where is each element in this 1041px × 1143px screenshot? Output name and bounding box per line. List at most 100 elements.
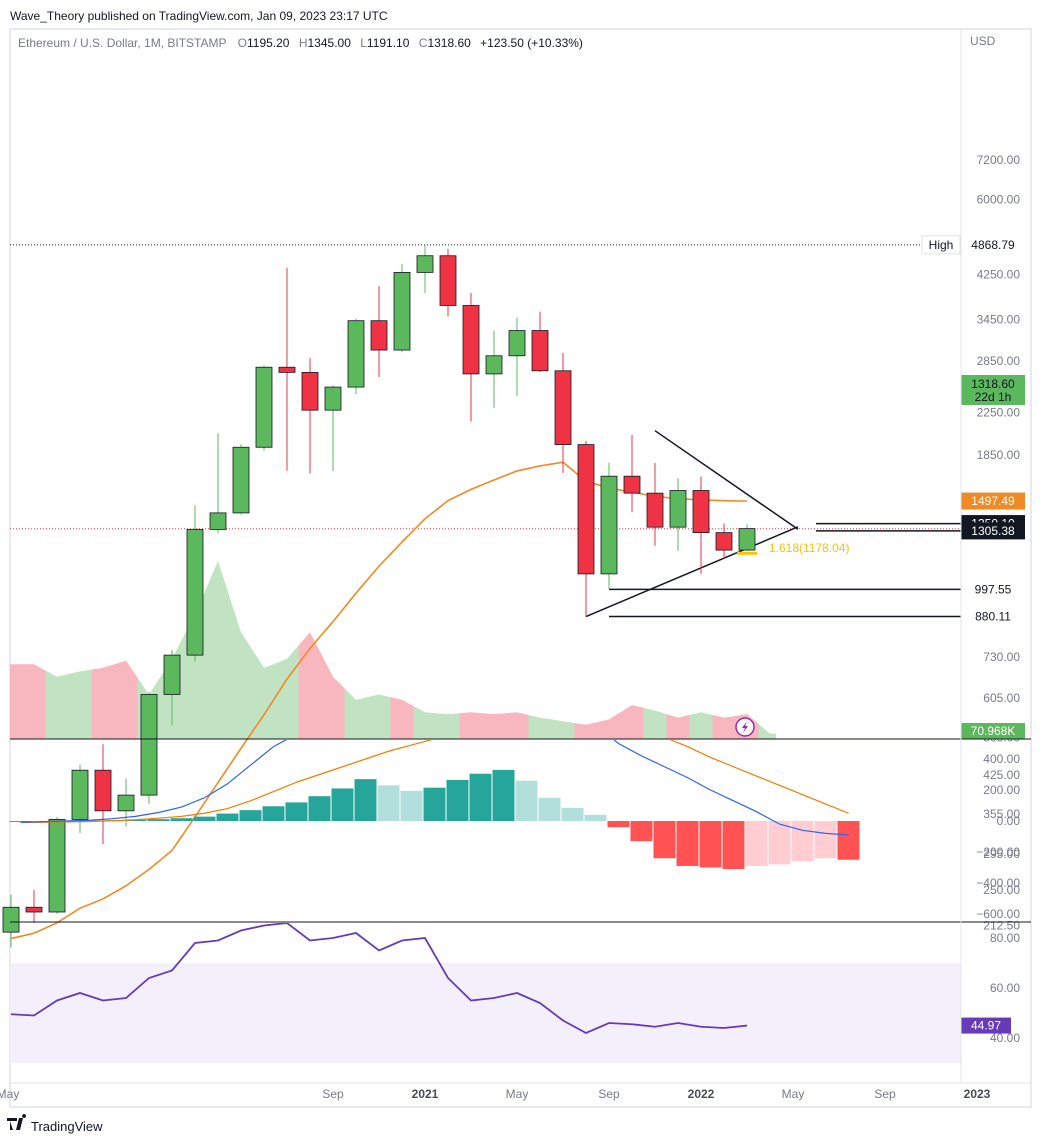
macd-histogram-bar (216, 813, 239, 821)
publisher-text: Wave_Theory published on TradingView.com… (10, 9, 388, 23)
macd-histogram-bar (768, 821, 791, 865)
volume-area-segment (666, 714, 690, 739)
candle-body (554, 370, 572, 445)
legend-low-label: L (360, 36, 367, 50)
candle-body (646, 492, 664, 528)
candle-body (324, 386, 342, 411)
ema-price-label-bg (961, 492, 1025, 510)
tradingview-logo[interactable]: TradingView (7, 1114, 103, 1134)
volume-area-segment (229, 596, 253, 739)
high-marker-bg (921, 235, 961, 255)
candle-body (25, 906, 43, 913)
high-value-label: 4868.79 (971, 238, 1015, 252)
macd-histogram-bar (446, 779, 469, 821)
volume-area-segment (114, 660, 138, 739)
macd-histogram-bar (722, 821, 745, 870)
time-tick-label: 2023 (964, 1087, 991, 1101)
volume-area-segment (413, 706, 437, 739)
candle-body (94, 769, 112, 812)
volume-area-segment (597, 712, 621, 739)
volume-area-segment (528, 714, 552, 739)
time-tick-label: May (506, 1087, 529, 1101)
candle-body (209, 512, 227, 530)
macd-histogram-bar (400, 790, 423, 821)
legend-close: 1318.60 (427, 36, 471, 50)
legend-high: 1345.00 (308, 36, 352, 50)
macd-pane: 400.00 200.00 0.00 −200.00 −400.00 −600.00 (9, 740, 1021, 921)
price-tick-label: 425.00 (983, 768, 1020, 782)
candle-body (255, 366, 273, 448)
macd-histogram-bar (515, 780, 538, 821)
volume-area-segment (436, 713, 460, 739)
volume-area-segment (298, 632, 322, 739)
candle-body (577, 444, 595, 575)
time-tick-label-first: May (0, 1087, 19, 1101)
macd-histogram-bar (9, 821, 32, 822)
candle-body (508, 330, 526, 357)
price-tick-label: 295.00 (983, 847, 1020, 861)
rsi-line (10, 923, 748, 1035)
macd-histogram-bar (837, 821, 860, 860)
volume-area-segment (321, 654, 345, 739)
macd-histogram-bar (814, 821, 837, 859)
level-1305-label: 1305.38 (971, 524, 1015, 538)
price-axis-unit: USD (970, 34, 996, 48)
macd-histogram-bar (630, 821, 653, 842)
volume-area-segment (505, 712, 529, 739)
macd-histogram-bar (147, 819, 170, 821)
high-marker-label: High (929, 238, 954, 252)
candle-body (600, 475, 618, 575)
legend-high-label: H (299, 36, 308, 50)
time-tick-label: May (782, 1087, 805, 1101)
ema-price-label: 1497.49 (971, 494, 1015, 508)
level-997-label: 997.55 (975, 582, 1012, 596)
legend-symbol: Ethereum / U.S. Dollar, 1M, BITSTAMP (18, 36, 226, 50)
volume-area-segment (758, 723, 776, 739)
candle-body (531, 330, 549, 372)
macd-signal-line (20, 740, 849, 824)
macd-histogram-bar (331, 788, 354, 821)
volume-area-segment (275, 645, 299, 739)
volume-area-segment (68, 669, 92, 739)
macd-histogram-bar (492, 769, 515, 821)
level-997-label-bg (961, 580, 1025, 598)
price-tick-label: 7200.00 (977, 153, 1021, 167)
volume-area-segment (482, 713, 506, 739)
macd-histogram-bar (262, 806, 285, 821)
candle-body (163, 654, 181, 695)
legend-open: 1195.20 (247, 36, 290, 50)
macd-histogram-bar (124, 819, 147, 821)
candle-body (232, 446, 250, 514)
triangle-upper-line (654, 430, 799, 530)
candle-body (462, 305, 480, 375)
macd-histogram-bar (584, 814, 607, 821)
volume-area-segment (712, 714, 736, 739)
volume-area-segment (620, 705, 644, 739)
rsi-tick-label: 60.00 (990, 981, 1020, 995)
macd-histogram-bar (285, 802, 308, 821)
candle-body (738, 528, 756, 551)
macd-histogram-bar (239, 810, 262, 821)
macd-tick-label: 0.00 (997, 814, 1021, 828)
volume-area-segment (91, 664, 115, 739)
candle-body (485, 355, 503, 375)
legend-low: 1191.10 (367, 36, 410, 50)
rsi-tick-label: 40.00 (990, 1031, 1020, 1045)
volume-area-segment (643, 707, 667, 739)
candle-body (416, 255, 434, 273)
macd-histogram-bar (193, 816, 216, 821)
time-axis[interactable]: MaySep2021MaySep2022MaySep2023MaySep (0, 1087, 1041, 1101)
macd-histogram-bar (423, 787, 446, 821)
macd-tick-label: −200.00 (976, 845, 1020, 859)
volume-value-label: 70.968K (971, 724, 1016, 738)
close-price-label: 1318.60 (971, 377, 1015, 391)
tradingview-logo-icon (7, 1114, 27, 1130)
rsi-value-label-bg (961, 1017, 1011, 1034)
macd-histogram-bar (538, 797, 561, 821)
candle-body (692, 490, 710, 534)
volume-area-layer (10, 561, 776, 739)
macd-histogram-bar (170, 818, 193, 821)
volume-value-label-bg (961, 723, 1025, 739)
